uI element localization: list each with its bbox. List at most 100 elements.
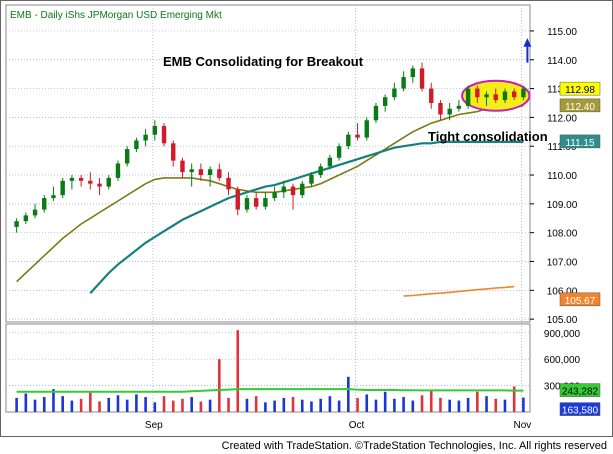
- volume-bar: [310, 401, 313, 412]
- volume-bar: [365, 394, 369, 412]
- candle-body: [244, 198, 250, 210]
- price-tick-label: 105.00: [547, 315, 578, 326]
- price-tick-label: 110.00: [547, 171, 577, 182]
- annotation-note: Tight consolidation: [428, 129, 548, 144]
- last-volume-label: 163,580: [562, 406, 599, 417]
- volume-bar: [448, 399, 451, 412]
- volume-bar: [254, 396, 258, 412]
- candle-body: [502, 91, 508, 101]
- last-volume-label-bg: [559, 402, 601, 416]
- volume-bar: [512, 386, 516, 412]
- volume-bar: [402, 397, 405, 412]
- candle-body: [217, 169, 222, 178]
- candle-body: [42, 198, 47, 210]
- volume-bar: [264, 402, 267, 412]
- volume-bar: [79, 398, 83, 412]
- candle-body: [465, 88, 471, 106]
- sma-slow-label: 111.15: [565, 138, 595, 149]
- volume-bar: [347, 376, 350, 412]
- sma-slow-label-bg: [559, 134, 601, 149]
- candle-body: [198, 169, 204, 176]
- volume-bar: [171, 400, 175, 412]
- candle-body: [493, 94, 498, 101]
- candle-body: [484, 94, 489, 98]
- candle-body: [14, 221, 19, 227]
- candle-body: [253, 198, 259, 207]
- volume-bar: [24, 393, 28, 412]
- sma-fast-line: [16, 105, 524, 283]
- volume-bar: [383, 391, 387, 412]
- candle-body: [97, 183, 102, 187]
- candle-body: [171, 143, 176, 161]
- x-tick-label: Nov: [513, 420, 531, 431]
- volume-bar: [282, 397, 286, 412]
- candle-body: [78, 177, 84, 181]
- candle-body: [235, 189, 240, 210]
- volume-bar: [116, 395, 120, 412]
- volume-bar: [61, 396, 64, 412]
- candle-body: [300, 183, 305, 196]
- volume-bar: [300, 399, 304, 412]
- annotation-title: EMB Consolidating for Breakout: [163, 54, 364, 69]
- volume-tick-label: 600,000: [544, 355, 581, 366]
- volume-bar: [273, 400, 276, 412]
- candle-body: [143, 134, 148, 141]
- volume-bar: [522, 397, 525, 412]
- candle-body: [281, 186, 287, 193]
- volume-bar: [337, 400, 341, 412]
- price-tick-label: 109.00: [547, 200, 578, 211]
- volume-bar: [227, 397, 230, 412]
- volume-bar: [208, 399, 212, 412]
- candle-body: [511, 91, 517, 98]
- candle-body: [401, 77, 406, 89]
- price-panel: [5, 4, 531, 323]
- candle-body: [355, 134, 360, 138]
- footer-credit: Created with TradeStation. ©TradeStation…: [221, 440, 607, 452]
- volume-bar: [52, 389, 55, 412]
- candle-body: [382, 97, 388, 106]
- volume-avg-label: 243,282: [562, 387, 599, 398]
- candle-body: [318, 166, 323, 176]
- candle-body: [207, 169, 213, 176]
- volume-bar: [181, 398, 184, 412]
- volume-bar: [199, 401, 203, 412]
- x-tick-label: Sep: [145, 420, 163, 431]
- volume-bar: [107, 397, 111, 412]
- breakout-arrow-head: [523, 38, 532, 47]
- volume-bar: [393, 398, 396, 412]
- volume-bar: [15, 397, 18, 412]
- volume-bar: [328, 396, 332, 412]
- sma-slow-line: [89, 140, 524, 294]
- candle-body: [419, 68, 425, 89]
- volume-bar: [291, 397, 295, 412]
- volume-bar: [162, 396, 166, 412]
- volume-avg-label-bg: [559, 383, 601, 397]
- volume-bar: [356, 397, 359, 412]
- x-tick-label: Oct: [349, 420, 365, 431]
- candle-body: [521, 88, 526, 98]
- volume-bar: [494, 398, 498, 412]
- candle-body: [51, 195, 56, 199]
- last-price-label-bg: [559, 81, 601, 96]
- volume-panel: [5, 323, 531, 413]
- volume-bar: [485, 396, 488, 412]
- volume-bar: [457, 400, 461, 412]
- sma-200-label-bg: [559, 292, 601, 307]
- candle-body: [69, 177, 75, 181]
- volume-bar: [466, 397, 470, 412]
- price-tick-label: 115.00: [547, 27, 577, 38]
- candle-body: [309, 175, 314, 184]
- sma-fast-label-bg: [559, 98, 601, 113]
- price-tick-label: 107.00: [547, 257, 578, 268]
- volume-bar: [236, 330, 240, 412]
- candle-body: [263, 198, 268, 207]
- candle-body: [189, 169, 194, 173]
- candle-body: [290, 186, 296, 196]
- volume-bar: [42, 397, 46, 412]
- candle-body: [373, 105, 379, 121]
- volume-bar: [319, 398, 322, 412]
- volume-bar: [190, 397, 193, 412]
- candle-body: [410, 68, 416, 78]
- volume-bar: [439, 397, 442, 412]
